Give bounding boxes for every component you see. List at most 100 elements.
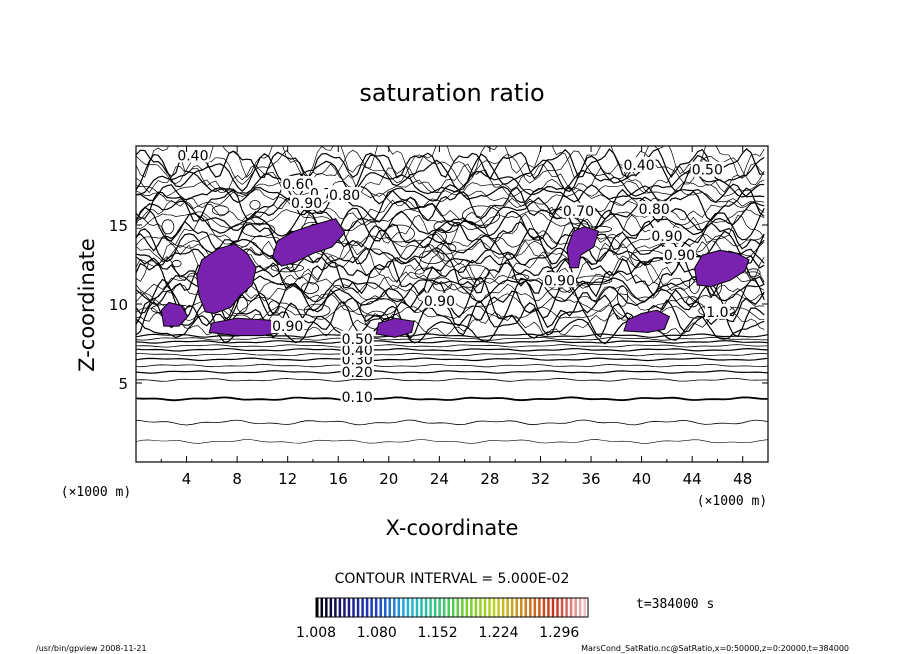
colorbar-stripe: [406, 598, 410, 617]
contour-eddy: [575, 275, 613, 285]
supersaturated-region: [694, 249, 750, 288]
contour-line: [136, 162, 765, 194]
contour-label: 0.50: [692, 163, 723, 179]
colorbar-stripe: [578, 598, 582, 617]
colorbar-stripe: [370, 598, 373, 617]
x-tick-label: 48: [733, 470, 752, 488]
colorbar-stripe: [384, 598, 387, 617]
colorbar-stripe: [429, 598, 432, 617]
contour-label: 0.40: [177, 149, 208, 165]
colorbar-label: 1.008: [296, 625, 336, 641]
contour-eddy: [457, 264, 490, 281]
colorbar-label: 1.224: [478, 625, 518, 641]
x-tick-label: 4: [182, 470, 192, 488]
colorbar-stripe: [397, 598, 401, 617]
colorbar-label: 1.080: [357, 625, 397, 641]
colorbar-stripe: [533, 598, 537, 617]
contour-eddy: [161, 219, 175, 235]
colorbar-stripe: [583, 598, 586, 617]
contour-label: 0.10: [342, 390, 373, 406]
contour-label-bg: [340, 330, 374, 346]
x-tick-label: 20: [379, 470, 398, 488]
contour-label: 0.90: [424, 294, 455, 310]
colorbar-stripe: [483, 598, 487, 617]
contour-label: 0.20: [342, 365, 373, 381]
colorbar-stripe: [510, 598, 514, 617]
supersaturated-region: [271, 218, 346, 267]
contour-eddy: [433, 220, 459, 234]
colorbar-stripe: [374, 598, 378, 617]
contour-eddy: [241, 222, 276, 238]
contour-label-bg: [340, 389, 374, 405]
colorbar-stripe: [488, 598, 491, 617]
contour-line: [136, 146, 765, 180]
x-axis-unit: (×1000 m): [697, 494, 767, 509]
colorbar-stripe: [551, 598, 555, 617]
colorbar-stripe: [411, 598, 414, 617]
contour-label: 0.50: [342, 332, 373, 348]
colorbar-stripe: [492, 598, 496, 617]
colorbar-stripe: [438, 598, 441, 617]
contour-label: 1.0: [706, 305, 728, 321]
contour-eddy: [511, 274, 530, 281]
supersaturated-region: [160, 301, 189, 327]
contour-label: 0.70: [563, 204, 594, 220]
footer-right: MarsCond_SatRatio.nc@SatRatio,x=0:50000,…: [581, 644, 849, 653]
colorbar-stripe: [565, 598, 568, 617]
colorbar-stripe: [365, 598, 369, 617]
contour-label: 0.40: [342, 343, 373, 359]
contour-eddy: [171, 259, 182, 268]
contour-line: [136, 396, 768, 402]
contour-line: [136, 153, 765, 193]
contour-line: [136, 347, 768, 352]
contour-label: 0.90: [291, 196, 322, 212]
colorbar-stripe: [415, 598, 419, 617]
contour-label: 0.90: [651, 229, 682, 245]
x-tick-label: 44: [683, 470, 702, 488]
contour-eddy: [303, 303, 331, 318]
y-axis-label: Z-coordinate: [75, 238, 99, 372]
x-tick-label: 24: [430, 470, 449, 488]
contour-line: [136, 169, 765, 198]
contour-eddy: [617, 285, 629, 307]
contour-label-bg: [705, 303, 730, 319]
colorbar-stripe: [442, 598, 446, 617]
contour-line: [136, 363, 768, 368]
contour-line: [136, 189, 765, 209]
contour-eddy: [249, 199, 261, 210]
contour-label: 0.90: [272, 319, 303, 335]
colorbar-stripe: [461, 598, 464, 617]
contour-eddy: [359, 297, 397, 316]
contour-line: [136, 178, 765, 198]
contour-line: [136, 183, 765, 205]
colorbar-stripe: [388, 598, 392, 617]
contour-label: 0.80: [329, 188, 360, 204]
contour-label-bg: [422, 292, 456, 308]
colorbar-stripe: [347, 598, 351, 617]
contour-line: [136, 377, 768, 382]
colorbar: 1.008 1.080 1.152 1.224 1.296: [296, 597, 589, 641]
contour-label-bg: [690, 161, 724, 177]
colorbar-frame: [315, 597, 589, 618]
colorbar-stripe: [452, 598, 455, 617]
chart-title: saturation ratio: [359, 79, 544, 107]
contour-line: [136, 149, 765, 187]
contour-line: [136, 439, 768, 444]
colorbar-stripe: [424, 598, 428, 617]
y-axis-unit: (×1000 m): [61, 485, 131, 500]
contour-eddy: [461, 205, 500, 226]
contour-eddy: [418, 250, 445, 265]
colorbar-stripe: [447, 598, 450, 617]
contour-label-bg: [542, 272, 576, 288]
colorbar-stripe: [542, 598, 546, 617]
contour-line: [136, 357, 768, 362]
contour-eddy: [414, 267, 442, 280]
colorbar-stripe: [479, 598, 482, 617]
contour-label-bg: [281, 175, 315, 191]
contour-line: [136, 344, 768, 348]
colorbar-stripe: [515, 598, 518, 617]
colorbar-stripe: [420, 598, 423, 617]
x-tick-label: 16: [329, 470, 348, 488]
colorbar-stripe: [538, 598, 541, 617]
